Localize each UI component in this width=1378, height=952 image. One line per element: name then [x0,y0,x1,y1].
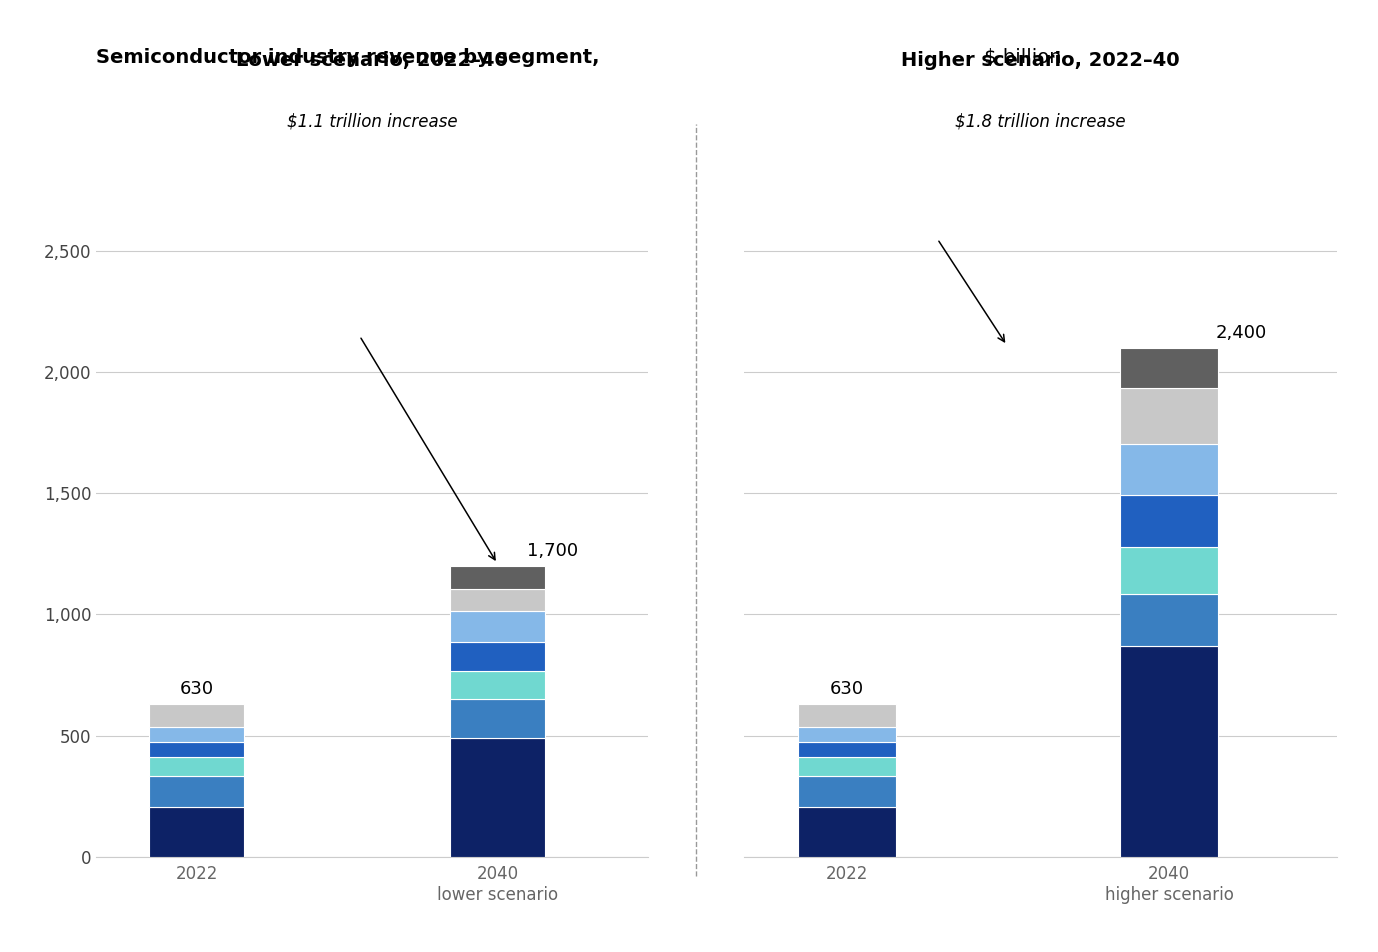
Bar [798,758,896,776]
Text: $ billion: $ billion [978,48,1062,67]
Bar [1120,494,1218,546]
Bar [449,671,544,700]
Bar [1120,387,1218,444]
Bar [798,704,896,727]
Bar [449,589,544,611]
Bar [449,566,544,589]
Bar [149,758,244,776]
Bar [798,807,896,857]
Bar [449,643,544,671]
Bar [1120,594,1218,646]
Bar [449,738,544,857]
Text: 630: 630 [179,680,214,698]
Bar [449,611,544,643]
Text: 630: 630 [830,680,864,698]
Bar [1120,546,1218,594]
Text: $1.1 trillion increase: $1.1 trillion increase [287,112,457,130]
Text: Semiconductor industry revenue by segment,: Semiconductor industry revenue by segmen… [96,48,599,67]
Bar [798,776,896,807]
Text: Lower scenario, 2022–40: Lower scenario, 2022–40 [236,51,508,70]
Text: 2,400: 2,400 [1215,324,1266,342]
Bar [449,700,544,738]
Bar [1120,444,1218,494]
Bar [798,727,896,742]
Bar [149,727,244,742]
Text: 1,700: 1,700 [526,542,577,560]
Bar [1120,646,1218,857]
Bar [1120,347,1218,387]
Bar [798,742,896,758]
Bar [149,776,244,807]
Text: $1.8 trillion increase: $1.8 trillion increase [955,112,1126,130]
Bar [149,742,244,758]
Bar [149,807,244,857]
Bar [149,704,244,727]
Text: Higher scenario, 2022–40: Higher scenario, 2022–40 [901,51,1180,70]
